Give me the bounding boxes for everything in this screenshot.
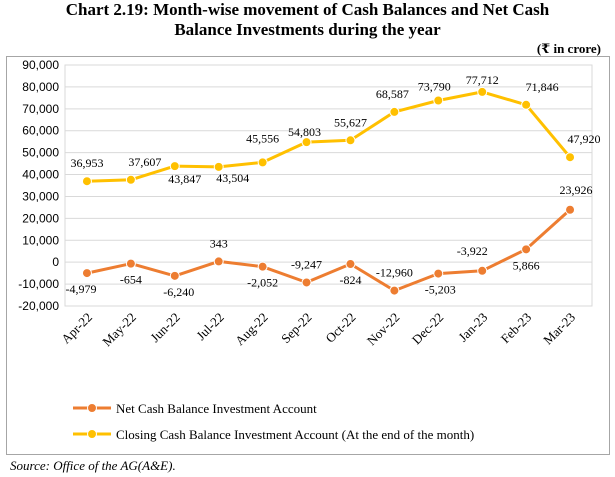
data-label: -3,922 (457, 244, 488, 258)
series-1-point (521, 244, 532, 255)
data-label: 43,847 (168, 172, 201, 186)
legend-label-1: Net Cash Balance Investment Account (116, 401, 317, 416)
data-label: 5,866 (513, 258, 540, 272)
chart-title-line-2: Balance Investments during the year (174, 20, 441, 39)
data-label: 54,803 (288, 125, 321, 139)
series-1-point (433, 268, 444, 279)
y-tick-label: 20,000 (22, 211, 59, 225)
data-label: 73,790 (418, 80, 451, 94)
series-2-point (565, 152, 576, 163)
series-2-point (257, 157, 268, 168)
x-tick-label: Oct-22 (322, 310, 358, 346)
data-label: -824 (339, 273, 361, 287)
data-label: -9,247 (291, 257, 322, 271)
data-label: 45,556 (246, 131, 279, 145)
data-label: -2,052 (247, 276, 278, 290)
series-1-point (301, 277, 312, 288)
series-1-point (257, 261, 268, 272)
data-label: 343 (210, 236, 228, 250)
legend-marker-1 (87, 403, 97, 413)
series-line-1 (85, 208, 572, 293)
data-label: 37,607 (128, 155, 161, 169)
data-label: 23,926 (560, 183, 593, 197)
data-label: -654 (120, 273, 142, 287)
series-2-point (169, 161, 180, 172)
plot-area (64, 64, 593, 307)
series-2-point (125, 174, 136, 185)
data-label: 43,504 (216, 171, 249, 185)
series-1-point (213, 256, 224, 267)
series-1-point (389, 285, 400, 296)
source-note: Source: Office of the AG(A&E). (10, 458, 176, 473)
series-line-2 (85, 90, 572, 183)
y-tick-label: 10,000 (22, 233, 59, 247)
x-tick-label: Nov-22 (364, 310, 403, 349)
data-label: -12,960 (376, 266, 413, 280)
series-1-point (169, 270, 180, 281)
unit-label: (₹ in crore) (536, 41, 601, 56)
chart-title-line-1: Chart 2.19: Month-wise movement of Cash … (65, 0, 550, 19)
series-2-point (477, 86, 488, 97)
series-2-point (389, 106, 400, 117)
series-1-point (125, 258, 136, 269)
x-tick-label: Sep-22 (278, 310, 315, 347)
x-tick-label: Jun-22 (147, 310, 183, 346)
data-label: -4,979 (65, 282, 96, 296)
x-tick-label: Mar-23 (540, 310, 578, 348)
data-label: -6,240 (163, 285, 194, 299)
y-tick-label: 0 (52, 255, 59, 269)
series-1-point (565, 204, 576, 215)
x-tick-label: Feb-23 (498, 310, 535, 347)
x-tick-label: Jan-23 (455, 310, 490, 345)
y-tick-label: 60,000 (22, 124, 59, 138)
y-tick-label: 70,000 (22, 102, 59, 116)
y-tick-label: 80,000 (22, 80, 59, 94)
x-tick-label: May-22 (99, 310, 139, 350)
data-label: 47,920 (568, 132, 601, 146)
x-tick-label: Dec-22 (409, 310, 447, 348)
y-tick-label: 50,000 (22, 146, 59, 160)
data-label: 36,953 (70, 156, 103, 170)
y-tick-label: 90,000 (22, 58, 59, 72)
series-2-point (81, 176, 92, 187)
series-1-point (345, 258, 356, 269)
y-tick-label: -10,000 (18, 277, 59, 291)
y-tick-label: -20,000 (18, 299, 59, 313)
series-2-point (213, 161, 224, 172)
legend-label-2: Closing Cash Balance Investment Account … (116, 427, 474, 442)
legend-marker-2 (87, 429, 97, 439)
series-2-point (433, 95, 444, 106)
y-tick-label: 40,000 (22, 168, 59, 182)
x-tick-label: Jul-22 (193, 310, 227, 344)
data-label: 77,712 (466, 73, 499, 87)
x-tick-label: Apr-22 (58, 310, 95, 347)
y-tick-label: 30,000 (22, 189, 59, 203)
chart-title: Chart 2.19: Month-wise movement of Cash … (0, 0, 615, 40)
data-label: 68,587 (376, 87, 409, 101)
series-1-point (81, 268, 92, 279)
data-label: 55,627 (334, 115, 367, 129)
x-tick-label: Aug-22 (232, 310, 271, 349)
data-label: 71,846 (526, 80, 559, 94)
data-label: -5,203 (425, 283, 456, 297)
series-1-point (477, 265, 488, 276)
series-2-point (521, 99, 532, 110)
series-2-point (345, 135, 356, 146)
series-2-point (301, 137, 312, 148)
chart-frame (6, 56, 610, 455)
